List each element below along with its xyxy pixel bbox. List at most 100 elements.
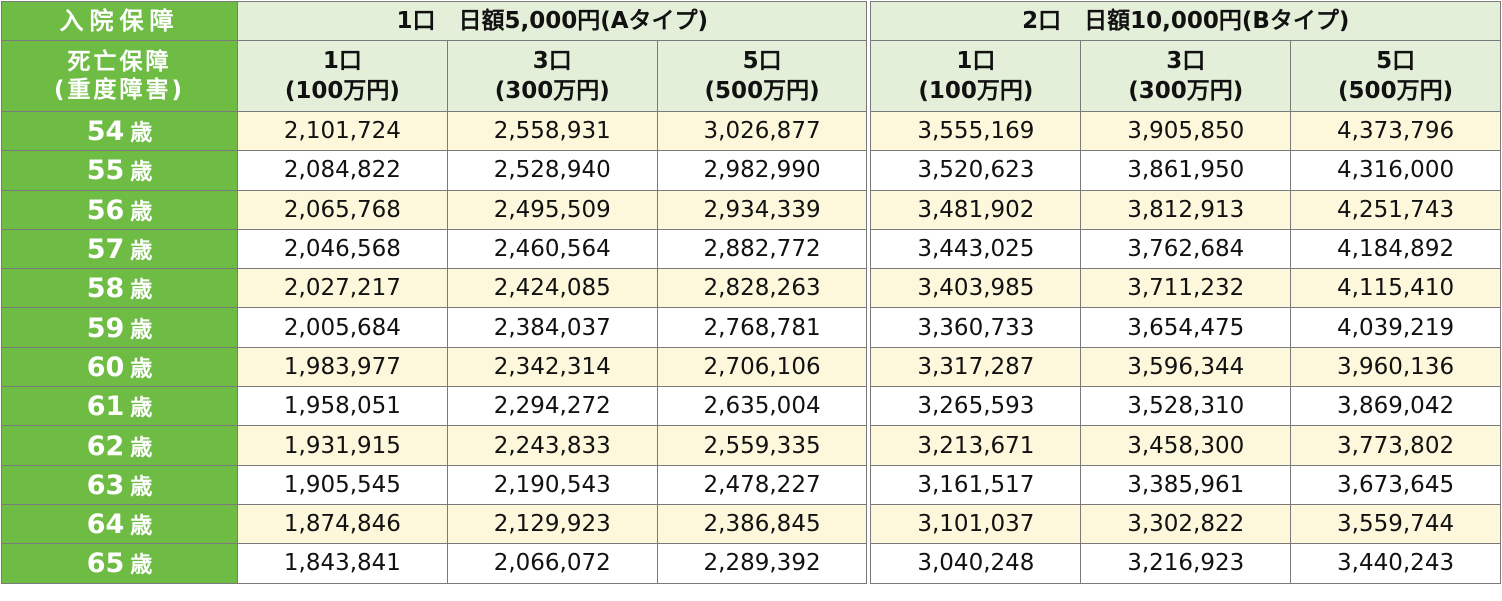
table-row: 54 歳 2,101,724 2,558,931 3,026,877 3,555,… [1, 110, 1501, 152]
plan-a-unit-3: 3口 (300万円) [446, 40, 658, 112]
premium-value: 2,478,227 [656, 464, 868, 505]
column-gap [866, 150, 872, 191]
unit-amount: (500万円) [704, 78, 820, 104]
unit-amount: (300万円) [494, 78, 610, 104]
age-cell: 65 歳 [1, 543, 238, 584]
premium-value: 4,316,000 [1290, 150, 1501, 191]
premium-value: 3,385,961 [1080, 464, 1292, 505]
death-coverage-label-line2: (重度障害) [53, 77, 186, 103]
premium-value: 2,289,392 [656, 543, 868, 584]
premium-value: 3,520,623 [870, 150, 1082, 191]
hospital-coverage-label: 入院保障 [1, 1, 238, 41]
unit-amount: (100万円) [284, 78, 400, 104]
unit-amount: (300万円) [1128, 78, 1244, 104]
premium-value: 2,243,833 [446, 425, 658, 466]
column-gap [866, 268, 872, 308]
premium-value: 2,424,085 [446, 268, 658, 309]
unit-amount: (100万円) [918, 78, 1034, 104]
premium-value: 3,040,248 [870, 543, 1082, 584]
premium-value: 1,958,051 [237, 386, 448, 427]
age-value: 56 [86, 194, 125, 226]
premium-value: 2,982,990 [656, 150, 868, 191]
age-unit: 歳 [130, 396, 153, 422]
plan-a-header: 1口 日額5,000円(Aタイプ) [236, 1, 868, 41]
premium-value: 3,302,822 [1080, 503, 1292, 545]
premium-value: 2,027,217 [237, 268, 448, 309]
table-row: 58 歳 2,027,217 2,424,085 2,828,263 3,403,… [1, 268, 1501, 309]
table-row: 65 歳 1,843,841 2,066,072 2,289,392 3,040,… [1, 543, 1501, 584]
premium-value: 3,555,169 [870, 110, 1082, 152]
premium-value: 2,046,568 [237, 228, 448, 270]
premium-value: 1,843,841 [237, 543, 448, 584]
age-unit: 歳 [130, 317, 153, 343]
premium-value: 1,905,545 [237, 464, 448, 505]
premium-value: 3,440,243 [1290, 543, 1501, 584]
premium-value: 2,384,037 [446, 307, 658, 348]
death-coverage-label: 死亡保障 (重度障害) [1, 40, 238, 112]
age-unit: 歳 [130, 553, 153, 579]
premium-value: 3,528,310 [1080, 386, 1292, 427]
unit-amount: (500万円) [1338, 78, 1454, 104]
age-value: 60 [86, 351, 125, 383]
premium-value: 2,190,543 [446, 464, 658, 505]
age-cell: 63 歳 [1, 464, 238, 505]
premium-value: 2,101,724 [237, 110, 448, 152]
premium-value: 3,481,902 [870, 189, 1082, 230]
age-value: 65 [86, 548, 125, 580]
unit-count: 1口 [322, 48, 362, 74]
premium-table-body: 54 歳 2,101,724 2,558,931 3,026,877 3,555,… [1, 110, 1501, 584]
plan-b-unit-5: 5口 (500万円) [1290, 40, 1501, 112]
premium-value: 2,559,335 [656, 425, 868, 466]
plan-a-unit-1: 1口 (100万円) [237, 40, 448, 112]
premium-value: 2,066,072 [446, 543, 658, 584]
premium-value: 2,065,768 [237, 189, 448, 230]
premium-table: 入院保障 1口 日額5,000円(Aタイプ) 2口 日額10,000円(Bタイプ… [1, 1, 1501, 584]
age-cell: 62 歳 [1, 425, 238, 466]
plan-b-header: 2口 日額10,000円(Bタイプ) [870, 1, 1501, 41]
premium-value: 2,460,564 [446, 228, 658, 270]
table-row: 55 歳 2,084,822 2,528,940 2,982,990 3,520,… [1, 150, 1501, 191]
premium-value: 1,931,915 [237, 425, 448, 466]
column-gap [866, 504, 872, 544]
age-value: 61 [86, 391, 125, 423]
column-gap [866, 543, 872, 584]
age-cell: 59 歳 [1, 307, 238, 348]
age-cell: 55 歳 [1, 150, 238, 191]
premium-value: 3,026,877 [656, 110, 868, 152]
premium-value: 2,528,940 [446, 150, 658, 191]
premium-value: 3,762,684 [1080, 228, 1292, 270]
column-gap [866, 1, 872, 41]
plan-b-unit-3: 3口 (300万円) [1080, 40, 1292, 112]
unit-count: 3口 [1166, 48, 1206, 74]
premium-value: 3,905,850 [1080, 110, 1292, 152]
premium-value: 2,294,272 [446, 386, 658, 427]
premium-value: 2,084,822 [237, 150, 448, 191]
premium-value: 2,495,509 [446, 189, 658, 230]
column-gap [866, 347, 872, 387]
age-value: 64 [86, 509, 125, 541]
premium-value: 3,673,645 [1290, 464, 1501, 505]
premium-value: 2,934,339 [656, 189, 868, 230]
plan-a-unit-5: 5口 (500万円) [656, 40, 868, 112]
premium-value: 1,983,977 [237, 346, 448, 388]
age-cell: 56 歳 [1, 189, 238, 230]
age-unit: 歳 [130, 121, 153, 147]
column-gap [866, 425, 872, 466]
premium-value: 2,342,314 [446, 346, 658, 388]
premium-value: 3,596,344 [1080, 346, 1292, 388]
premium-value: 3,812,913 [1080, 189, 1292, 230]
age-unit: 歳 [130, 239, 153, 265]
premium-value: 2,828,263 [656, 268, 868, 309]
column-gap [866, 190, 872, 230]
premium-value: 3,960,136 [1290, 346, 1501, 388]
table-row: 57 歳 2,046,568 2,460,564 2,882,772 3,443,… [1, 228, 1501, 270]
table-row: 62 歳 1,931,915 2,243,833 2,559,335 3,213,… [1, 425, 1501, 466]
premium-value: 4,184,892 [1290, 228, 1501, 270]
table-row: 61 歳 1,958,051 2,294,272 2,635,004 3,265,… [1, 386, 1501, 427]
age-unit: 歳 [130, 356, 153, 382]
premium-value: 2,882,772 [656, 228, 868, 270]
age-unit: 歳 [130, 474, 153, 500]
premium-value: 3,161,517 [870, 464, 1082, 505]
age-cell: 64 歳 [1, 503, 238, 545]
premium-value: 2,005,684 [237, 307, 448, 348]
